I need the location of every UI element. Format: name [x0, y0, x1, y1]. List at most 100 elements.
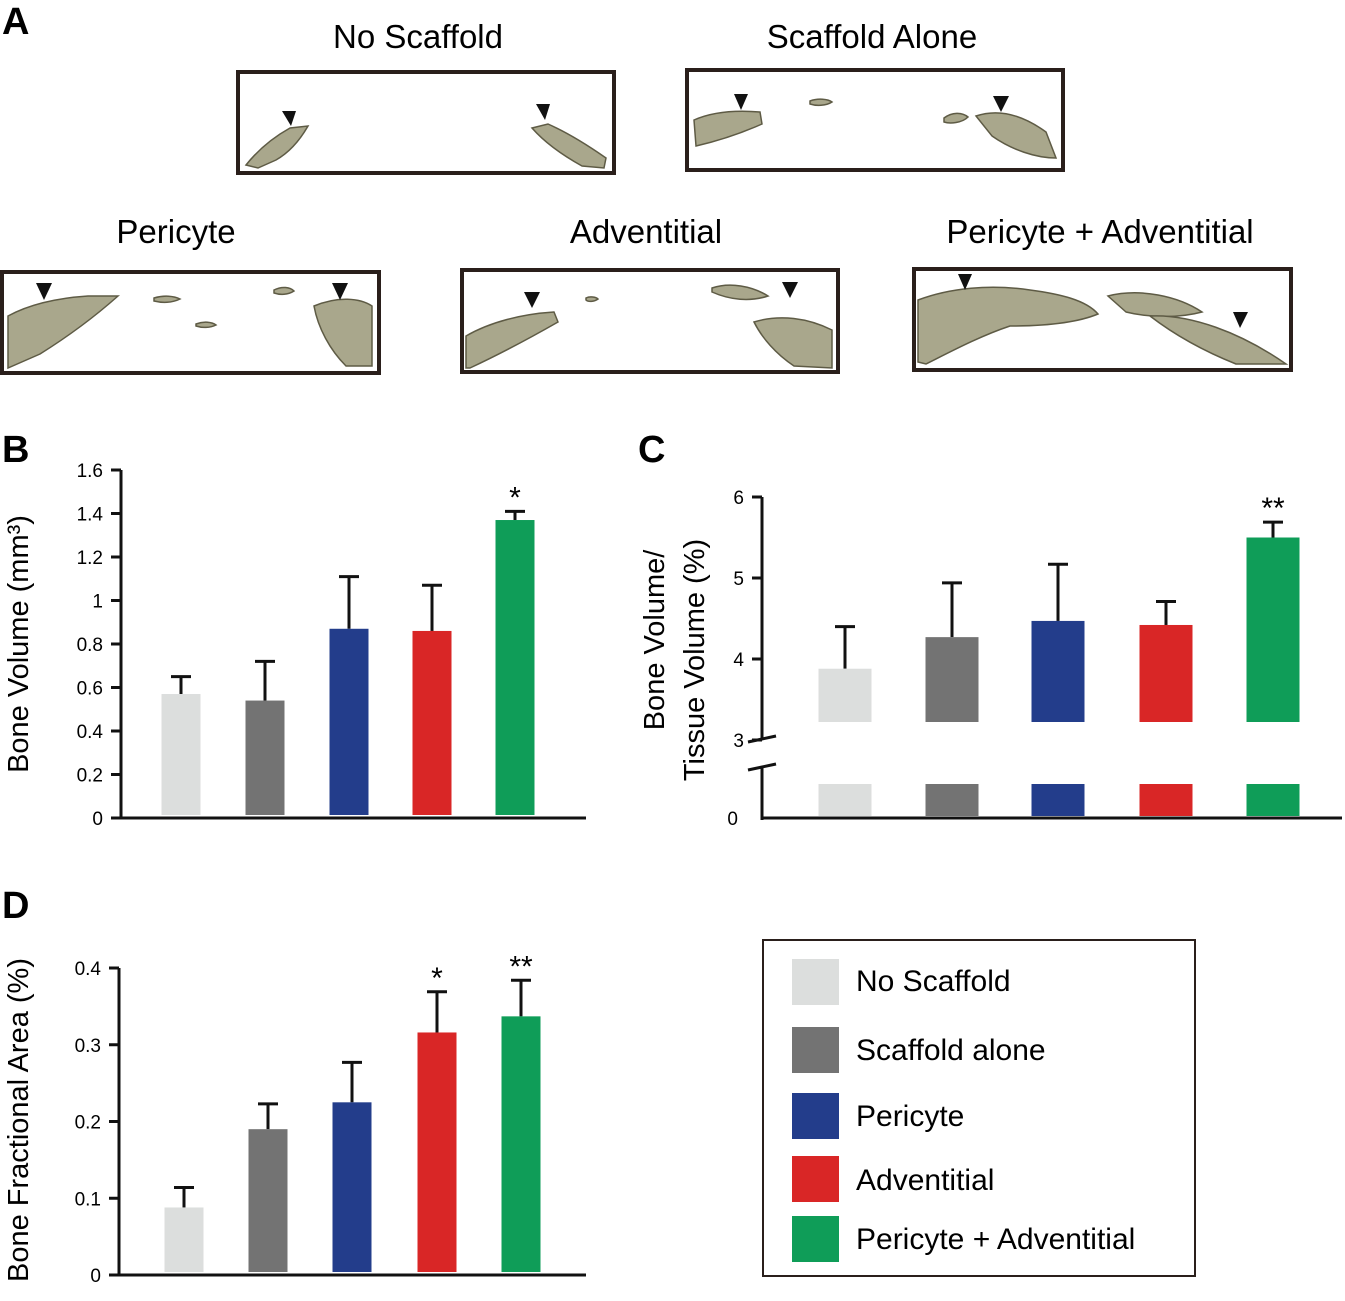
legend: No Scaffold Scaffold alone Pericyte Adve…	[762, 939, 1196, 1277]
panel-b-letter: B	[2, 429, 29, 471]
y-tick-label: 0	[90, 1266, 101, 1287]
bone-render	[752, 317, 833, 369]
arrowhead-marker	[734, 94, 748, 110]
y-tick-label: 1.4	[77, 505, 104, 526]
bone-render	[917, 286, 1100, 365]
legend-label-pericyte-adventitial: Pericyte + Adventitial	[856, 1223, 1135, 1256]
chart-bone-volume: Bone Volume (mm³) 0 0.2 0.4 0.6 0.8 1 1.2 1.4 1.…	[3, 461, 586, 830]
bone-render	[1106, 292, 1204, 318]
legend-swatch-scaffold-alone	[792, 1027, 839, 1073]
bar-no-scaffold	[818, 668, 872, 722]
legend-item-no-scaffold: No Scaffold	[792, 959, 1011, 1005]
legend-item-adventitial: Adventitial	[792, 1156, 994, 1202]
bone-render	[711, 284, 770, 301]
significance-pericyte-adventitial: *	[509, 481, 521, 514]
y-tick-label: 0.1	[75, 1189, 101, 1210]
arrowhead-marker	[1233, 312, 1248, 328]
y-tick-label: 0.4	[77, 722, 104, 743]
sample-title-pericyte-adventitial: Pericyte + Adventitial	[946, 213, 1253, 250]
y-tick-label: 0.6	[77, 679, 103, 700]
bone-render	[153, 295, 182, 304]
bar-pericyte	[1031, 620, 1085, 722]
chart-d-ylabel: Bone Fractional Area (%)	[3, 958, 35, 1282]
bone-render	[195, 321, 218, 329]
legend-item-scaffold-alone: Scaffold alone	[792, 1027, 1046, 1073]
y-tick-label: 6	[733, 488, 744, 509]
y-tick-label: 0.2	[77, 766, 103, 787]
bone-render	[585, 296, 600, 303]
bone-render	[974, 112, 1058, 159]
chart-c-ylabel-line-1: Bone Volume/	[639, 549, 671, 731]
legend-label-scaffold-alone: Scaffold alone	[856, 1034, 1046, 1067]
significance-pericyte-adventitial: **	[1261, 492, 1285, 525]
bar-no-scaffold	[161, 694, 201, 815]
y-tick-label: 5	[733, 569, 744, 590]
bone-render	[943, 112, 970, 124]
bar-adventitial	[417, 1032, 457, 1272]
sample-image-pericyte-adventitial	[912, 267, 1293, 372]
sample-image-pericyte	[0, 270, 381, 375]
sample-image-no-scaffold	[236, 70, 616, 175]
significance-adventitial: *	[431, 962, 443, 995]
legend-swatch-adventitial	[792, 1156, 839, 1202]
bar-adventitial	[412, 630, 452, 815]
arrowhead-marker	[524, 292, 540, 308]
bone-render	[1147, 315, 1289, 365]
legend-label-pericyte: Pericyte	[856, 1100, 964, 1133]
chart-c-ylabel-line-2: Tissue Volume (%)	[679, 539, 711, 781]
y-tick-label: 1	[92, 592, 103, 613]
sample-title-no-scaffold: No Scaffold	[333, 18, 503, 55]
bar-pericyte-adventitial	[1246, 537, 1300, 722]
legend-swatch-pericyte-adventitial	[792, 1216, 839, 1262]
chart-b-ylabel: Bone Volume (mm³)	[3, 515, 35, 773]
y-tick-label: 1.6	[77, 461, 103, 482]
legend-item-pericyte-adventitial: Pericyte + Adventitial	[792, 1216, 1135, 1262]
bar-pericyte-adventitial	[501, 1016, 541, 1272]
sample-title-pericyte: Pericyte	[116, 213, 235, 250]
bone-render	[273, 286, 296, 296]
panel-d-letter: D	[2, 885, 29, 927]
bar-base-scaffold-alone	[925, 784, 979, 816]
panel-c-letter: C	[638, 429, 665, 471]
panel-a-letter: A	[2, 1, 29, 43]
bone-render	[244, 125, 310, 169]
bone-render	[530, 123, 607, 169]
bar-scaffold-alone	[248, 1129, 288, 1272]
y-tick-label: 0.2	[75, 1113, 101, 1134]
bar-no-scaffold	[164, 1207, 204, 1272]
arrowhead-marker	[332, 283, 348, 300]
arrowhead-marker	[993, 96, 1009, 112]
bar-base-no-scaffold	[818, 784, 872, 816]
bar-scaffold-alone	[245, 700, 285, 815]
legend-item-pericyte: Pericyte	[792, 1093, 964, 1139]
bar-pericyte	[329, 628, 369, 815]
bone-render	[693, 110, 763, 147]
bone-render	[465, 311, 559, 369]
y-tick-label: 0	[92, 809, 103, 830]
arrowhead-marker	[282, 111, 296, 126]
axis-break-mark	[747, 762, 777, 772]
y-tick-label: 0.4	[75, 959, 102, 980]
bar-base-pericyte	[1031, 784, 1085, 816]
bone-render	[313, 298, 373, 367]
y-tick-label: 0.8	[77, 635, 103, 656]
arrowhead-marker	[782, 282, 798, 298]
y-tick-label: 3	[733, 731, 744, 752]
y-tick-label-zero: 0	[727, 809, 738, 830]
chart-bone-volume-fraction: Bone Volume/ Tissue Volume (%) 3 4 5 6 0 **	[639, 488, 1342, 830]
sample-image-adventitial	[460, 268, 840, 374]
chart-bone-fractional-area: Bone Fractional Area (%) 00.10.20.30.4 * *…	[3, 950, 586, 1287]
significance-pericyte-adventitial: **	[509, 950, 533, 983]
bar-scaffold-alone	[925, 637, 979, 722]
sample-title-adventitial: Adventitial	[570, 213, 722, 250]
y-tick-label: 1.2	[77, 548, 103, 569]
bone-render	[809, 98, 834, 107]
legend-swatch-no-scaffold	[792, 959, 839, 1005]
bar-base-adventitial	[1139, 784, 1193, 816]
legend-label-adventitial: Adventitial	[856, 1164, 994, 1197]
y-tick-label: 0.3	[75, 1036, 101, 1057]
bar-base-pericyte-adventitial	[1246, 784, 1300, 816]
sample-image-scaffold-alone	[685, 68, 1065, 172]
sample-title-scaffold-alone: Scaffold Alone	[767, 18, 977, 55]
